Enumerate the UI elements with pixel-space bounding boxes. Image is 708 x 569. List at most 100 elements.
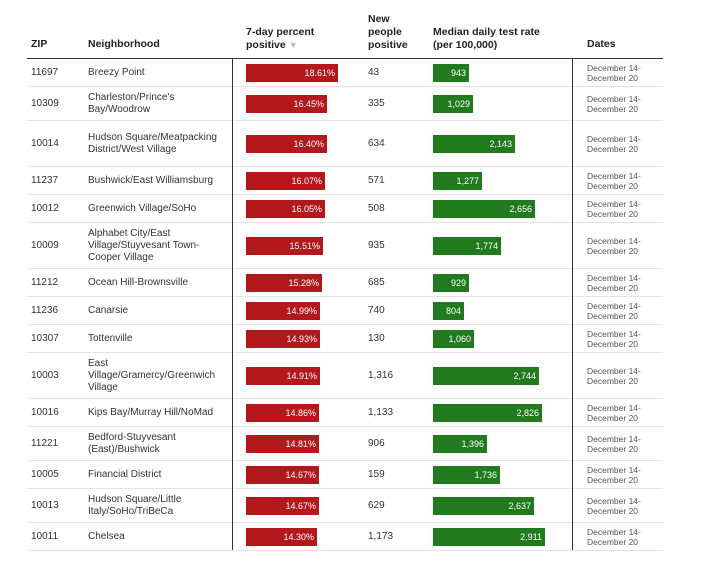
percent-positive-cell: 14.86%	[246, 399, 358, 426]
dates-end: December 20	[587, 180, 639, 191]
new-positive-cell: 130	[368, 332, 385, 344]
zip-cell: 11212	[31, 276, 59, 288]
dates-cell: December 14- December 20	[587, 325, 663, 352]
test-rate-bar: 2,744	[433, 366, 539, 385]
header-zip[interactable]: ZIP	[31, 38, 48, 50]
test-rate-cell: 1,774	[433, 223, 563, 268]
dates-text: December 14- December 20	[587, 94, 641, 114]
test-rate-bar: 2,826	[433, 403, 542, 422]
test-rate-cell: 1,736	[433, 461, 563, 488]
header-percent-positive-line2-text: positive	[246, 39, 286, 51]
header-test-rate-line2: (per 100,000)	[433, 39, 498, 51]
table-row: 10309 Charleston/Prince's Bay/Woodrow 16.4…	[27, 87, 663, 121]
test-rate-cell: 1,060	[433, 325, 563, 352]
neighborhood-cell: Bushwick/East Williamsburg	[88, 174, 214, 186]
header-percent-positive-line2: positive ▼	[246, 39, 314, 52]
table-row: 10012 Greenwich Village/SoHo 16.05% 508 2,65…	[27, 195, 663, 223]
percent-positive-cell: 15.51%	[246, 223, 358, 268]
header-new-positive[interactable]: New people positive	[368, 13, 408, 52]
dates-start: December 14-	[587, 328, 641, 339]
dates-text: December 14- December 20	[587, 171, 641, 191]
new-positive-cell: 335	[368, 97, 385, 109]
dates-start: December 14-	[587, 300, 641, 311]
zip-cell: 10307	[31, 332, 59, 344]
percent-positive-cell: 14.93%	[246, 325, 358, 352]
dates-cell: December 14- December 20	[587, 121, 663, 166]
dates-cell: December 14- December 20	[587, 353, 663, 398]
test-rate-bar: 943	[433, 63, 469, 82]
test-rate-bar: 1,277	[433, 171, 482, 190]
zip-cell: 11697	[31, 66, 59, 78]
header-test-rate[interactable]: Median daily test rate (per 100,000)	[433, 26, 540, 52]
test-rate-bar: 2,143	[433, 134, 515, 153]
neighborhood-cell: Greenwich Village/SoHo	[88, 202, 197, 214]
dates-text: December 14- December 20	[587, 236, 641, 256]
zip-cell: 10309	[31, 97, 59, 109]
test-rate-bar: 2,637	[433, 496, 534, 515]
percent-positive-cell: 16.40%	[246, 121, 358, 166]
zip-cell: 10005	[31, 468, 59, 480]
table-row: 11221 Bedford-Stuyvesant (East)/Bushwick 1…	[27, 427, 663, 461]
test-rate-bar: 1,774	[433, 236, 501, 255]
dates-cell: December 14- December 20	[587, 523, 663, 550]
dates-cell: December 14- December 20	[587, 489, 663, 522]
table-row: 10003 East Village/Gramercy/Greenwich Vil…	[27, 353, 663, 399]
header-percent-positive-line1: 7-day percent	[246, 26, 315, 38]
test-rate-cell: 2,744	[433, 353, 563, 398]
percent-positive-bar: 14.67%	[246, 496, 319, 515]
test-rate-cell: 2,143	[433, 121, 563, 166]
new-positive-cell: 685	[368, 276, 385, 288]
test-rate-bar: 1,736	[433, 465, 500, 484]
percent-positive-bar: 14.81%	[246, 434, 319, 453]
percent-positive-bar: 16.45%	[246, 94, 327, 113]
new-positive-cell: 1,173	[368, 530, 394, 542]
percent-positive-bar: 14.93%	[246, 329, 320, 348]
zip-cell: 10013	[31, 499, 59, 511]
percent-positive-cell: 14.30%	[246, 523, 358, 550]
percent-positive-cell: 14.99%	[246, 297, 358, 324]
dates-end: December 20	[587, 412, 639, 423]
dates-text: December 14- December 20	[587, 496, 641, 516]
new-positive-cell: 935	[368, 239, 385, 251]
dates-cell: December 14- December 20	[587, 59, 663, 86]
dates-text: December 14- December 20	[587, 403, 641, 423]
test-rate-bar: 804	[433, 301, 464, 320]
zip-cell: 10014	[31, 137, 59, 149]
new-positive-cell: 906	[368, 437, 385, 449]
percent-positive-bar: 18.61%	[246, 63, 338, 82]
new-positive-cell: 629	[368, 499, 385, 511]
header-dates[interactable]: Dates	[587, 38, 616, 50]
percent-positive-cell: 16.45%	[246, 87, 358, 120]
table-row: 11697 Breezy Point 18.61% 43 943 December 14-…	[27, 59, 663, 87]
neighborhood-cell: Financial District	[88, 468, 162, 480]
dates-end: December 20	[587, 282, 639, 293]
dates-cell: December 14- December 20	[587, 461, 663, 488]
dates-start: December 14-	[587, 235, 641, 246]
dates-start: December 14-	[587, 198, 641, 209]
dates-end: December 20	[587, 375, 639, 386]
neighborhood-cell: Chelsea	[88, 530, 125, 542]
sort-down-icon[interactable]: ▼	[288, 40, 298, 50]
neighborhood-cell: Tottenville	[88, 332, 133, 344]
new-positive-cell: 571	[368, 174, 385, 186]
percent-positive-bar: 14.99%	[246, 301, 320, 320]
percent-positive-cell: 18.61%	[246, 59, 358, 86]
new-positive-cell: 740	[368, 304, 385, 316]
dates-start: December 14-	[587, 526, 641, 537]
header-new-line1: New	[368, 13, 390, 25]
header-percent-positive[interactable]: 7-day percent positive ▼	[246, 26, 314, 52]
dates-end: December 20	[587, 103, 639, 114]
dates-end: December 20	[587, 474, 639, 485]
dates-cell: December 14- December 20	[587, 399, 663, 426]
dates-text: December 14- December 20	[587, 134, 641, 154]
dates-start: December 14-	[587, 93, 641, 104]
dates-end: December 20	[587, 310, 639, 321]
test-rate-cell: 2,911	[433, 523, 563, 550]
test-rate-cell: 1,277	[433, 167, 563, 194]
percent-positive-cell: 15.28%	[246, 269, 358, 296]
percent-positive-bar: 15.51%	[246, 236, 323, 255]
dates-text: December 14- December 20	[587, 527, 641, 547]
percent-positive-cell: 14.81%	[246, 427, 358, 460]
header-neighborhood[interactable]: Neighborhood	[88, 38, 160, 50]
test-rate-cell: 1,029	[433, 87, 563, 120]
